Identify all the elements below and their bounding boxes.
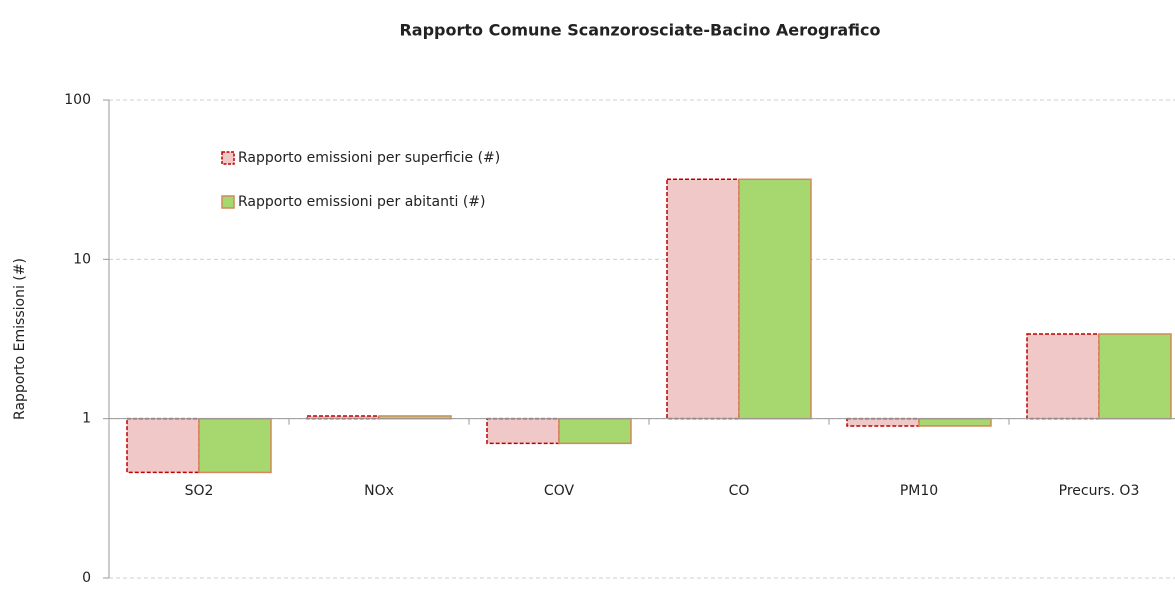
legend-swatch	[221, 151, 235, 165]
y-axis-label: Rapporto Emissioni (#)	[12, 258, 28, 420]
x-tick-label: CO	[729, 483, 750, 499]
bar	[126, 417, 200, 474]
y-tick-label: 1	[82, 411, 91, 427]
legend-swatch	[221, 195, 235, 209]
legend-label: Rapporto emissioni per superficie (#)	[238, 150, 500, 166]
bar	[486, 417, 560, 445]
bar	[918, 417, 992, 427]
bar	[666, 178, 740, 420]
y-tick-label: 0	[82, 570, 91, 585]
bar	[198, 417, 272, 474]
chart-title: Rapporto Comune Scanzorosciate-Bacino Ae…	[399, 21, 880, 40]
bar	[558, 417, 632, 445]
legend-label: Rapporto emissioni per abitanti (#)	[238, 194, 485, 210]
y-tick-label: 100	[64, 92, 91, 108]
x-tick-label: Precurs. O3	[1059, 483, 1140, 499]
bar	[738, 178, 812, 420]
bar	[1026, 333, 1100, 420]
x-tick-label: COV	[544, 483, 575, 499]
x-tick-label: SO2	[185, 483, 214, 499]
bar	[846, 417, 920, 427]
y-tick-label: 10	[73, 251, 91, 267]
x-tick-label: PM10	[900, 483, 938, 499]
bar	[1098, 333, 1172, 420]
x-tick-label: NOx	[364, 483, 394, 499]
